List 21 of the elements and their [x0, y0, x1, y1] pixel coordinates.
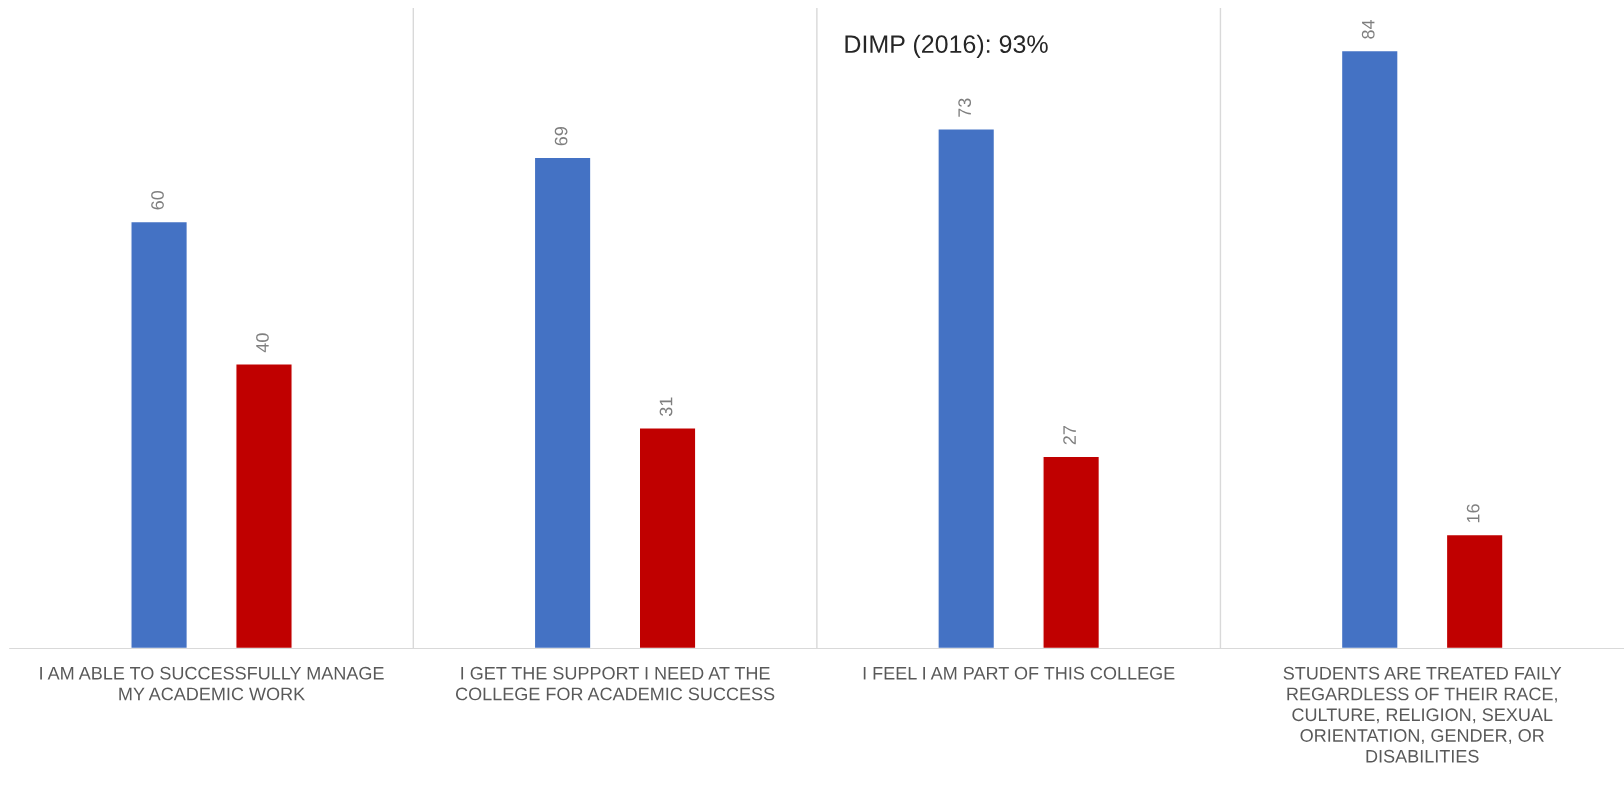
- data-label: 27: [1063, 426, 1076, 445]
- bar: [937, 128, 996, 649]
- x-tick-label: I FEEL I AM PART OF THIS COLLEGE: [863, 666, 1175, 680]
- bar: [1445, 533, 1504, 649]
- data-label: 84: [1361, 19, 1375, 39]
- x-tick-label: I GET THE SUPPORT I NEED AT THE COLLEGE FOR ACADEMIC SUCCESS: [455, 666, 775, 701]
- bar: [235, 363, 293, 649]
- bar: [1340, 49, 1399, 649]
- bar: [130, 220, 189, 649]
- annotation: DIMP (2016): 93%: [845, 34, 1048, 58]
- data-label: 60: [151, 190, 164, 210]
- data-label: 40: [256, 333, 269, 353]
- bar: [533, 156, 592, 649]
- data-label: 16: [1466, 504, 1480, 523]
- data-label: 31: [659, 397, 673, 417]
- data-label: 73: [958, 98, 972, 117]
- x-tick-label: I AM ABLE TO SUCCESSFULLY MANAGE MY ACADEMIC WORK: [40, 666, 384, 701]
- x-tick-label: STUDENTS ARE TREATED FAILY REGARDLESS OF THEIR RACE, CULTURE, RELIGION, SEXUAL ORIENTATION, GENDER, OR DISABILITIES: [1283, 666, 1562, 763]
- bar: [1042, 455, 1101, 649]
- data-label: 69: [554, 127, 568, 146]
- bar: [638, 427, 697, 649]
